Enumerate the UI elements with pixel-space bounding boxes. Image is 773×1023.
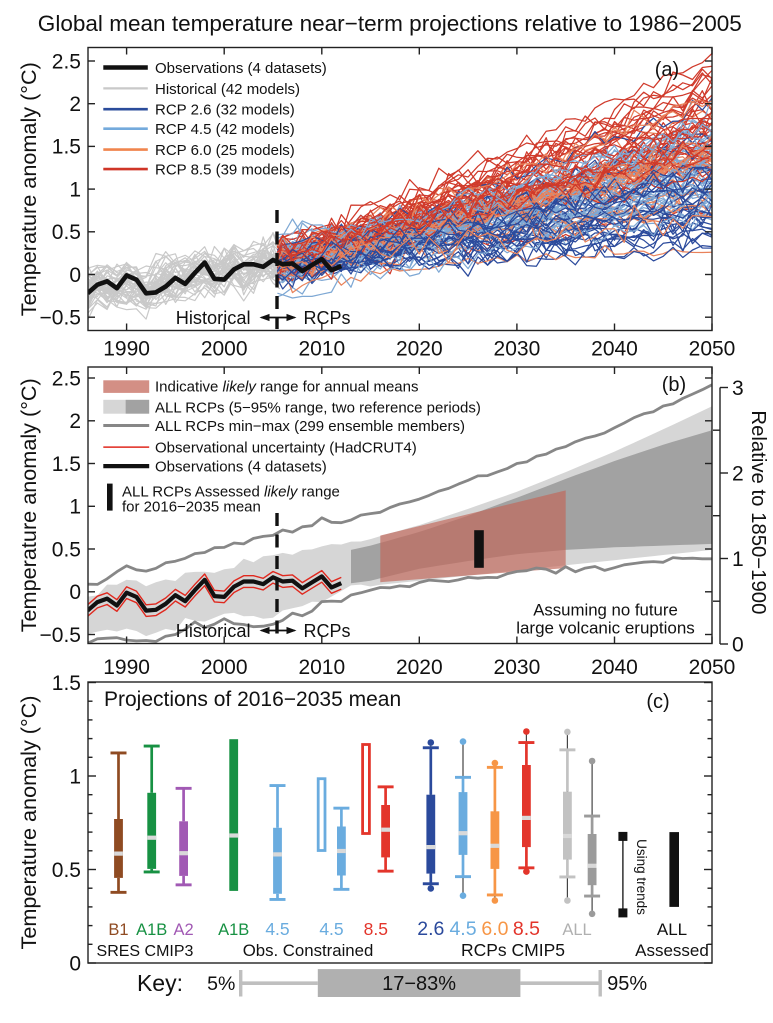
svg-text:ALL RCPs Assessed likely range: ALL RCPs Assessed likely range <box>122 484 340 501</box>
svg-text:2030: 2030 <box>494 656 541 679</box>
svg-text:A2: A2 <box>174 921 194 939</box>
svg-text:(c): (c) <box>646 691 669 713</box>
svg-text:1990: 1990 <box>103 338 150 361</box>
svg-text:Global mean temperature near−t: Global mean temperature near−term projec… <box>38 11 742 36</box>
svg-text:Temperature anomaly (°C): Temperature anomaly (°C) <box>16 696 41 950</box>
svg-text:6.0: 6.0 <box>481 918 508 940</box>
svg-text:2040: 2040 <box>591 656 638 679</box>
svg-text:4.5: 4.5 <box>265 919 289 939</box>
svg-text:2020: 2020 <box>396 338 443 361</box>
svg-text:RCPs: RCPs <box>304 621 351 641</box>
svg-text:B1: B1 <box>108 921 128 939</box>
svg-text:2050: 2050 <box>689 656 736 679</box>
svg-text:RCPs: RCPs <box>304 308 351 328</box>
svg-text:(b): (b) <box>662 374 686 396</box>
svg-text:−0.5: −0.5 <box>40 624 81 647</box>
svg-text:(a): (a) <box>655 59 679 81</box>
svg-text:large volcanic eruptions: large volcanic eruptions <box>516 619 695 638</box>
svg-text:A1B: A1B <box>218 921 249 939</box>
svg-text:2: 2 <box>69 410 81 433</box>
svg-text:1.5: 1.5 <box>52 672 81 695</box>
svg-text:Obs. Constrained: Obs. Constrained <box>243 941 374 960</box>
svg-text:2000: 2000 <box>201 338 248 361</box>
svg-text:Temperature anomaly (°C): Temperature anomaly (°C) <box>16 62 41 316</box>
svg-text:2030: 2030 <box>494 338 541 361</box>
svg-text:95%: 95% <box>607 973 647 995</box>
svg-text:RCP 4.5 (42 models): RCP 4.5 (42 models) <box>155 121 295 138</box>
svg-text:2.6: 2.6 <box>417 918 444 940</box>
svg-text:RCP 6.0 (25 models): RCP 6.0 (25 models) <box>155 142 295 159</box>
svg-text:Historical: Historical <box>176 308 251 328</box>
svg-text:1: 1 <box>732 548 744 571</box>
svg-text:Assessed: Assessed <box>635 941 709 960</box>
svg-text:5%: 5% <box>207 973 235 995</box>
svg-text:0: 0 <box>69 581 81 604</box>
svg-text:Key:: Key: <box>137 970 183 996</box>
svg-text:8.5: 8.5 <box>364 919 388 939</box>
svg-text:SRES CMIP3: SRES CMIP3 <box>97 943 194 960</box>
svg-text:Relative to 1850−1900: Relative to 1850−1900 <box>747 410 769 614</box>
svg-text:0.5: 0.5 <box>52 221 81 244</box>
svg-text:17−83%: 17−83% <box>382 973 456 995</box>
svg-text:2020: 2020 <box>396 656 443 679</box>
svg-text:8.5: 8.5 <box>513 918 540 940</box>
svg-text:0.5: 0.5 <box>52 859 81 882</box>
svg-text:Observations (4 datasets): Observations (4 datasets) <box>155 458 327 475</box>
svg-text:2010: 2010 <box>298 656 345 679</box>
svg-text:1: 1 <box>69 765 81 788</box>
svg-text:0: 0 <box>732 633 744 656</box>
svg-text:1.5: 1.5 <box>52 136 81 159</box>
svg-text:1990: 1990 <box>103 656 150 679</box>
svg-text:2.5: 2.5 <box>52 50 81 73</box>
svg-text:ALL RCPs (5−95% range, two ref: ALL RCPs (5−95% range, two reference per… <box>155 400 481 417</box>
svg-text:0: 0 <box>69 952 81 975</box>
svg-text:Historical: Historical <box>176 621 251 641</box>
svg-text:4.5: 4.5 <box>449 918 476 940</box>
svg-text:Observational uncertainty (Had: Observational uncertainty (HadCRUT4) <box>155 439 417 456</box>
svg-text:A1B: A1B <box>136 921 167 939</box>
svg-text:2: 2 <box>69 93 81 116</box>
svg-text:1: 1 <box>69 496 81 519</box>
svg-text:RCP 2.6 (32 models): RCP 2.6 (32 models) <box>155 102 295 119</box>
svg-text:RCPs CMIP5: RCPs CMIP5 <box>461 940 565 960</box>
svg-text:ALL: ALL <box>657 920 687 939</box>
svg-text:Projections of 2016−2035 mean: Projections of 2016−2035 mean <box>104 688 401 711</box>
svg-text:2040: 2040 <box>591 338 638 361</box>
svg-text:0: 0 <box>69 264 81 287</box>
svg-text:ALL: ALL <box>562 921 591 939</box>
svg-text:Historical (42 models): Historical (42 models) <box>155 81 300 98</box>
svg-text:0.5: 0.5 <box>52 538 81 561</box>
svg-text:for 2016−2035 mean: for 2016−2035 mean <box>122 499 261 516</box>
svg-text:ALL RCPs min−max (299 ensemble: ALL RCPs min−max (299 ensemble members) <box>155 418 465 435</box>
svg-text:3: 3 <box>732 377 744 400</box>
svg-text:1: 1 <box>69 178 81 201</box>
svg-text:4.5: 4.5 <box>319 919 343 939</box>
svg-text:2.5: 2.5 <box>52 367 81 390</box>
svg-text:2000: 2000 <box>201 656 248 679</box>
svg-text:Using trends: Using trends <box>634 839 649 915</box>
svg-text:2010: 2010 <box>298 338 345 361</box>
svg-text:1.5: 1.5 <box>52 453 81 476</box>
svg-text:RCP 8.5 (39 models): RCP 8.5 (39 models) <box>155 162 295 179</box>
svg-text:−0.5: −0.5 <box>40 307 81 330</box>
svg-text:Temperature anomaly (°C): Temperature anomaly (°C) <box>16 378 41 632</box>
svg-text:Observations (4 datasets): Observations (4 datasets) <box>155 60 327 77</box>
svg-text:2050: 2050 <box>689 338 736 361</box>
svg-text:Assuming no future: Assuming no future <box>533 600 678 619</box>
svg-text:2: 2 <box>732 462 744 485</box>
svg-text:Indicative likely range for an: Indicative likely range for annual means <box>155 378 419 395</box>
